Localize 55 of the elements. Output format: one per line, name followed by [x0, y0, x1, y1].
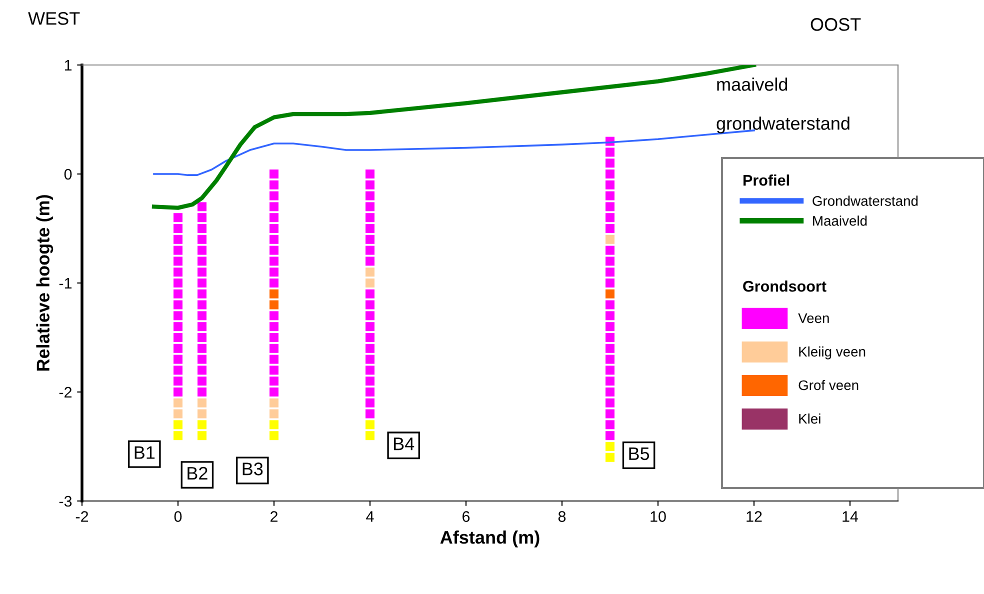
x-tick-label: 12 — [746, 511, 762, 522]
text: Profiel — [744, 174, 789, 186]
legend-label: Veen — [798, 313, 829, 324]
point — [270, 398, 278, 408]
point — [366, 268, 374, 277]
annotation: B4 — [394, 438, 414, 450]
y-axis-title: Relatieve hoogte (m) — [36, 195, 54, 371]
y-tick-label: 1 — [64, 60, 72, 71]
annotation: B5 — [629, 447, 650, 460]
legend-label: Kleiig veen — [799, 346, 866, 360]
point — [198, 431, 206, 440]
x-tick-label: 8 — [558, 511, 566, 522]
point — [270, 300, 278, 310]
y-tick-label: -2 — [59, 386, 72, 398]
point — [198, 409, 206, 418]
point — [270, 431, 278, 440]
y-tick-label: -1 — [59, 278, 72, 289]
point — [198, 420, 206, 430]
point — [174, 420, 182, 430]
x-tick-label: 4 — [366, 511, 374, 522]
point — [198, 398, 206, 408]
text: Grondsoort — [743, 280, 826, 292]
annotation: maaiveld — [717, 78, 788, 91]
point — [270, 420, 278, 430]
point — [174, 409, 182, 418]
annotation: grondwaterstand — [716, 116, 850, 134]
point — [366, 278, 374, 288]
point — [606, 442, 614, 451]
y-tick-label: 0 — [64, 168, 72, 180]
point — [366, 420, 374, 430]
text: WEST — [28, 12, 80, 25]
point — [606, 289, 614, 298]
x-tick-label: 6 — [462, 511, 470, 522]
annotation: B2 — [188, 466, 208, 480]
x-tick-label: 14 — [842, 511, 858, 522]
annotation: B1 — [134, 446, 155, 459]
point — [606, 234, 614, 244]
x-tick-label: 10 — [650, 511, 666, 522]
legend-label: Klei — [799, 413, 820, 424]
legend-label: Grondwaterstand — [812, 196, 918, 206]
x-tick-label: 0 — [174, 511, 182, 522]
y-tick-label: -3 — [59, 496, 72, 507]
point — [174, 431, 182, 440]
text: OOST — [810, 18, 861, 31]
x-tick-label: -2 — [76, 511, 88, 522]
point — [366, 431, 374, 440]
annotation: B3 — [242, 462, 263, 476]
x-axis-title: Afstand (m) — [440, 530, 540, 548]
point — [606, 452, 614, 462]
legend-label: Maaiveld — [813, 216, 867, 226]
point — [270, 409, 278, 418]
x-tick-label: 2 — [270, 511, 278, 522]
point — [270, 289, 278, 298]
point — [174, 398, 182, 408]
legend-label: Grof veen — [798, 380, 858, 390]
